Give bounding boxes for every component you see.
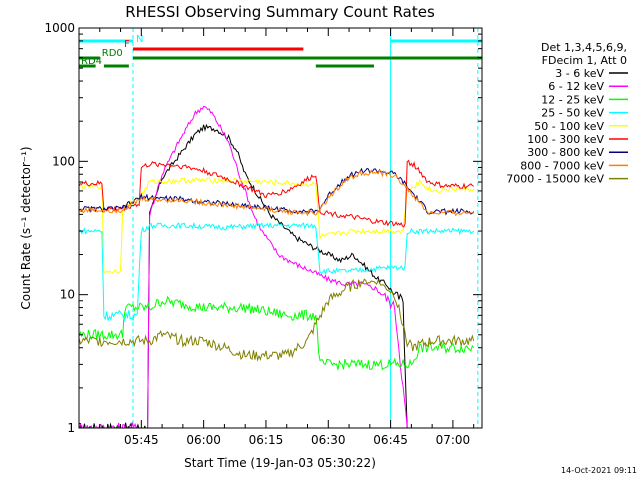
x-axis: 05:45 06:00 06:15 06:30 06:45 07:00 <box>78 28 475 447</box>
legend-header: Det 1,3,4,5,6,9, <box>541 41 627 54</box>
x-axis-label: Start Time (19-Jan-03 05:30:22) <box>184 456 376 470</box>
y-axis: 1 10 100 1000 <box>44 21 482 435</box>
series-line <box>79 176 475 275</box>
y-tick-label: 100 <box>52 154 75 168</box>
flag-label: N <box>136 34 143 45</box>
x-tick-label: 06:15 <box>249 433 284 447</box>
legend: Det 1,3,4,5,6,9,FDecim 1, Att 03 - 6 keV… <box>506 41 628 186</box>
legend-entry: 3 - 6 keV <box>555 67 604 80</box>
flag-label: RD4 <box>81 56 102 67</box>
series-line <box>79 295 475 371</box>
footer-date: 14-Oct-2021 09:11 <box>561 466 637 475</box>
vertical-markers <box>78 28 479 428</box>
legend-entry: 100 - 300 keV <box>527 133 604 146</box>
series-line <box>79 105 408 428</box>
legend-entry: 25 - 50 keV <box>541 107 604 120</box>
legend-entry: 50 - 100 keV <box>534 120 604 133</box>
y-tick-label: 1 <box>67 421 75 435</box>
y-tick-label: 1000 <box>44 21 75 35</box>
legend-entry: 7000 - 15000 keV <box>506 173 604 186</box>
legend-entry: 6 - 12 keV <box>548 80 604 93</box>
series-line <box>79 123 408 428</box>
legend-entry: 12 - 25 keV <box>541 93 604 106</box>
x-tick-label: 06:30 <box>311 433 346 447</box>
series-line <box>79 169 474 217</box>
x-tick-label: 06:45 <box>373 433 408 447</box>
series-line <box>79 167 475 216</box>
x-tick-label: 06:00 <box>186 433 221 447</box>
series-line <box>79 278 475 362</box>
x-tick-label: 07:00 <box>436 433 471 447</box>
legend-entry: 800 - 7000 keV <box>520 159 604 172</box>
series-line <box>79 221 475 323</box>
flag-label: RD0 <box>102 48 123 59</box>
series-line <box>79 159 474 228</box>
y-tick-label: 10 <box>60 288 75 302</box>
x-tick-label: 05:45 <box>124 433 159 447</box>
plot-frame <box>78 27 483 429</box>
legend-entry: 300 - 800 keV <box>527 146 604 159</box>
series-lines <box>79 105 475 428</box>
flag-label: F <box>124 39 130 50</box>
chart-title: RHESSI Observing Summary Count Rates <box>125 3 435 21</box>
y-axis-label: Count Rate (s⁻¹ detector⁻¹) <box>19 146 33 309</box>
legend-header: FDecim 1, Att 0 <box>542 54 627 67</box>
